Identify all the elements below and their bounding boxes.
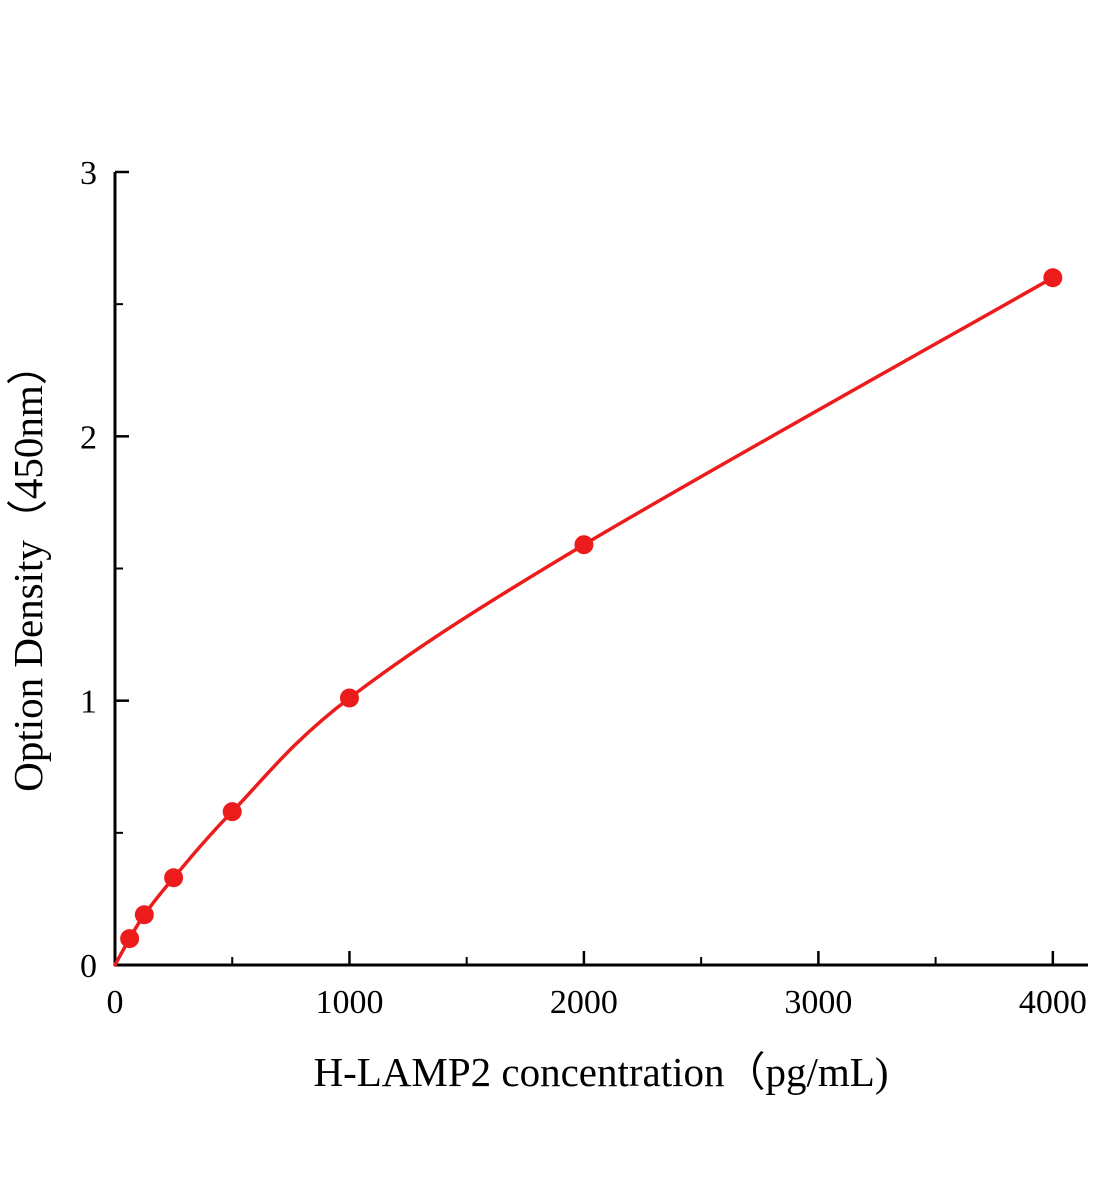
- y-tick-label: 0: [80, 948, 97, 985]
- data-point: [134, 905, 154, 925]
- data-point: [164, 868, 184, 888]
- x-tick-label: 4000: [1019, 984, 1087, 1021]
- y-tick-label: 3: [80, 155, 97, 192]
- x-tick-label: 0: [107, 984, 124, 1021]
- data-point: [120, 929, 140, 949]
- x-tick-label: 2000: [550, 984, 618, 1021]
- chart-tick-labels: 0 1000 2000 3000 4000 0 1 2 3: [80, 155, 1087, 1021]
- y-tick-label: 1: [80, 684, 97, 721]
- x-tick-label: 3000: [784, 984, 852, 1021]
- y-tick-label: 2: [80, 419, 97, 456]
- fit-curve: [113, 275, 1055, 967]
- data-point: [339, 688, 359, 708]
- x-axis-title: H-LAMP2 concentration（pg/mL): [313, 1049, 888, 1095]
- x-tick-label: 1000: [315, 984, 383, 1021]
- data-point: [1043, 268, 1063, 288]
- chart-axes: [113, 172, 1088, 967]
- y-axis-title: Option Density（450nm）: [5, 344, 51, 792]
- chart-series: [113, 268, 1063, 967]
- data-point: [222, 802, 242, 822]
- chart-ticks: [113, 170, 1055, 967]
- data-point: [574, 535, 594, 555]
